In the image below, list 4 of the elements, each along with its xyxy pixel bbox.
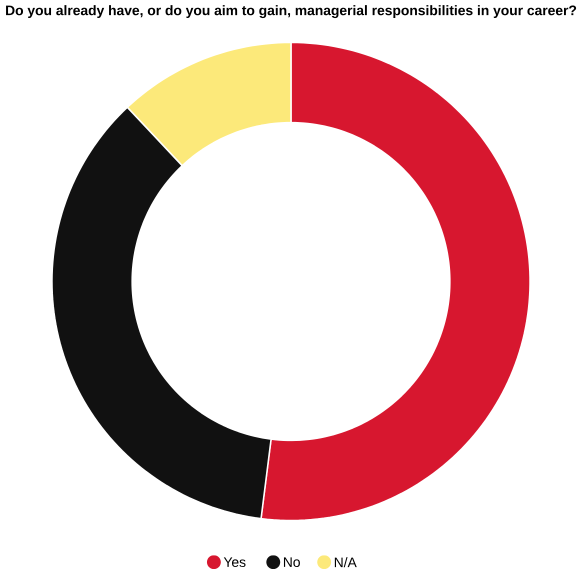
legend-label: Yes <box>224 557 246 567</box>
legend-label: N/A <box>334 557 357 568</box>
chart-title: Do you already have, or do you aim to gain, managerial responsibilities in your career? <box>6 5 576 18</box>
legend-label: No <box>284 557 300 567</box>
